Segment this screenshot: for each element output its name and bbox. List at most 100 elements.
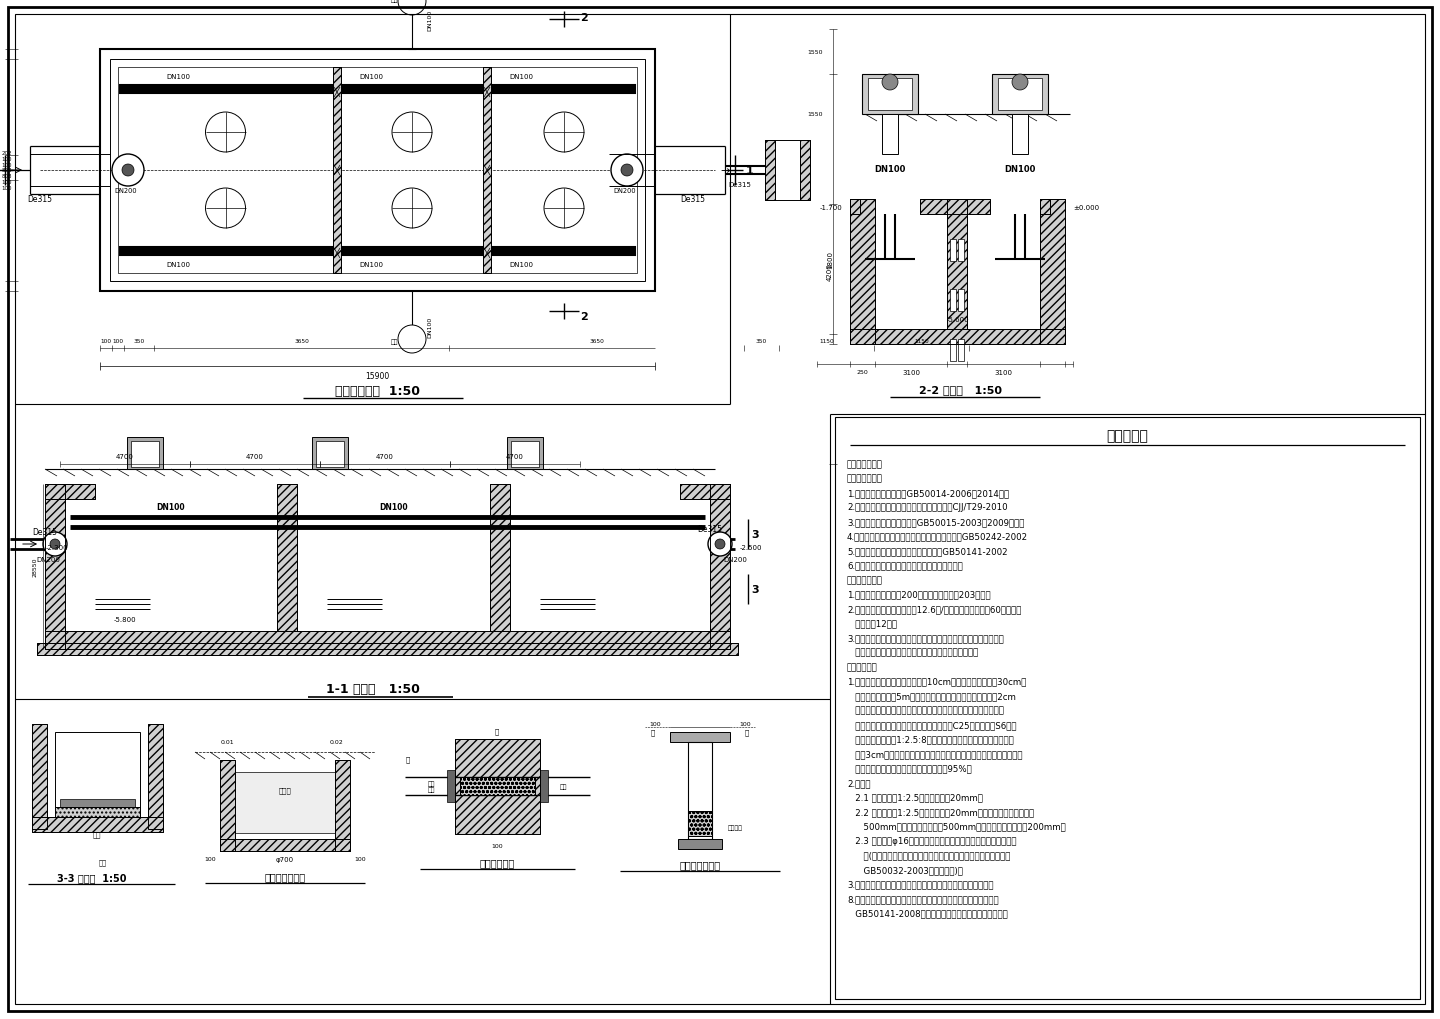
Bar (45, 632, 730, 649)
Text: 板: 板 (744, 729, 749, 736)
Text: 100: 100 (112, 339, 124, 344)
Bar (459, 777, 536, 795)
Bar (948, 200, 968, 330)
Text: 2.管道：: 2.管道： (847, 779, 871, 788)
Text: DN200: DN200 (115, 187, 137, 194)
Bar (920, 200, 991, 215)
Circle shape (392, 189, 432, 229)
Text: -1.700: -1.700 (819, 205, 842, 211)
Bar (507, 437, 543, 470)
Bar (45, 484, 65, 649)
Bar (315, 441, 344, 468)
Text: De315: De315 (729, 181, 752, 187)
Text: 池内净高不得低于5m，壁面、顶板及底板的粉刷厚度不小于2cm: 池内净高不得低于5m，壁面、顶板及底板的粉刷厚度不小于2cm (847, 691, 1015, 700)
Bar (710, 484, 730, 649)
Text: 3: 3 (752, 530, 759, 539)
Bar (118, 68, 636, 274)
Text: 3650: 3650 (589, 339, 603, 344)
Bar (998, 78, 1043, 111)
Bar (45, 632, 730, 649)
Circle shape (716, 539, 724, 549)
Circle shape (112, 155, 144, 186)
Text: 当地的要求，具体防水材料及防水层设置详见施工图。: 当地的要求，具体防水材料及防水层设置详见施工图。 (847, 648, 978, 657)
Bar (835, 418, 1420, 999)
Bar (220, 760, 235, 851)
Bar (950, 239, 956, 262)
Circle shape (122, 165, 134, 177)
Text: （二）设计说明: （二）设计说明 (847, 576, 883, 585)
Text: 3-3 剖面图  1:50: 3-3 剖面图 1:50 (58, 872, 127, 882)
Bar (148, 725, 163, 829)
Circle shape (883, 75, 899, 91)
Text: 3.本化粪池（含管道）不应修建于建筑物基础压力扩散范围内。: 3.本化粪池（含管道）不应修建于建筑物基础压力扩散范围内。 (847, 879, 994, 889)
Text: 1800: 1800 (827, 251, 832, 269)
Text: DN100: DN100 (359, 74, 383, 79)
Text: 3650: 3650 (294, 339, 310, 344)
Bar (1040, 200, 1066, 344)
Text: DN100: DN100 (508, 262, 533, 268)
Text: （含防水层）。处理能力，防止渗漏，化粪池应做防水处理。如采: （含防水层）。处理能力，防止渗漏，化粪池应做防水处理。如采 (847, 706, 1004, 714)
Text: -2.500: -2.500 (740, 544, 763, 550)
Text: 100: 100 (649, 721, 661, 727)
Circle shape (43, 533, 68, 556)
Text: 1: 1 (746, 166, 755, 176)
Bar (45, 484, 65, 649)
Bar (32, 725, 48, 829)
Circle shape (206, 189, 245, 229)
Text: De315: De315 (681, 195, 706, 204)
Text: 3.本工程按乙类防水等级设防，所采用防水材料的耐久性满足甲方及: 3.本工程按乙类防水等级设防，所采用防水材料的耐久性满足甲方及 (847, 634, 1004, 642)
Bar (863, 75, 919, 115)
Text: 1-1 剖面图   1:50: 1-1 剖面图 1:50 (325, 683, 419, 696)
Text: φ700: φ700 (276, 856, 294, 862)
Text: 2.化粪池设计容积：污水量按12.6吨/天，污泥清掏周期为60天，清掏: 2.化粪池设计容积：污水量按12.6吨/天，污泥清掏周期为60天，清掏 (847, 604, 1021, 613)
Text: De315: De315 (27, 195, 52, 204)
Text: DN100: DN100 (157, 503, 186, 512)
Circle shape (50, 539, 60, 549)
Bar (1040, 200, 1050, 215)
Text: 2.3 吊钩采用φ16钢筋，吊钩做法详见标准图集，具体位置见施工: 2.3 吊钩采用φ16钢筋，吊钩做法详见标准图集，具体位置见施工 (847, 837, 1017, 845)
Text: 1150: 1150 (819, 339, 834, 344)
Bar (850, 200, 860, 215)
Bar (540, 770, 549, 802)
Circle shape (611, 155, 644, 186)
Bar (1040, 200, 1050, 215)
Text: 350: 350 (134, 339, 144, 344)
Text: 化粪池平面图  1:50: 化粪池平面图 1:50 (336, 385, 420, 398)
Text: GB50032-2003的相关规定)。: GB50032-2003的相关规定)。 (847, 865, 963, 874)
Bar (678, 840, 721, 849)
Text: 100: 100 (204, 857, 216, 862)
Bar (235, 772, 336, 834)
Bar (680, 484, 730, 499)
Text: 井盖: 井盖 (92, 830, 101, 838)
Text: 15900: 15900 (366, 372, 390, 381)
Bar (220, 840, 350, 851)
Text: DN200: DN200 (613, 187, 636, 194)
Text: DN200: DN200 (36, 556, 60, 562)
Text: 三、施工说明: 三、施工说明 (847, 662, 878, 672)
Text: 4700: 4700 (117, 453, 134, 460)
Text: 壁: 壁 (406, 756, 410, 762)
Bar (455, 739, 540, 835)
Bar (950, 289, 956, 312)
Text: 防水套管大样: 防水套管大样 (480, 857, 514, 867)
Text: DN100: DN100 (874, 165, 906, 174)
Bar (276, 484, 297, 632)
Bar (850, 200, 860, 215)
Bar (336, 760, 350, 851)
Text: 2.1 进水管采用1:2.5水泥砂浆抹面20mm。: 2.1 进水管采用1:2.5水泥砂浆抹面20mm。 (847, 793, 984, 802)
Bar (45, 484, 95, 499)
Text: 500mm，并在管道上方覆土500mm，每层夯实厚度不超过200mm。: 500mm，并在管道上方覆土500mm，每层夯实厚度不超过200mm。 (847, 821, 1066, 830)
Bar (60, 799, 135, 807)
Bar (446, 770, 455, 802)
Bar (948, 200, 968, 330)
Text: 1.《室外排水设计规范》GB50014-2006（2014版）: 1.《室外排水设计规范》GB50014-2006（2014版） (847, 488, 1009, 497)
Text: 0.01: 0.01 (220, 740, 233, 745)
Text: 基土层: 基土层 (278, 787, 291, 794)
Text: -2.300: -2.300 (46, 544, 68, 550)
Bar (55, 807, 140, 817)
Text: DN100: DN100 (508, 74, 533, 79)
Text: 2: 2 (580, 312, 588, 322)
Text: 1150: 1150 (914, 339, 929, 344)
Bar (688, 811, 711, 837)
Text: 3.《建筑给水排水设计规范》GB50015-2003（2009年版）: 3.《建筑给水排水设计规范》GB50015-2003（2009年版） (847, 518, 1024, 527)
